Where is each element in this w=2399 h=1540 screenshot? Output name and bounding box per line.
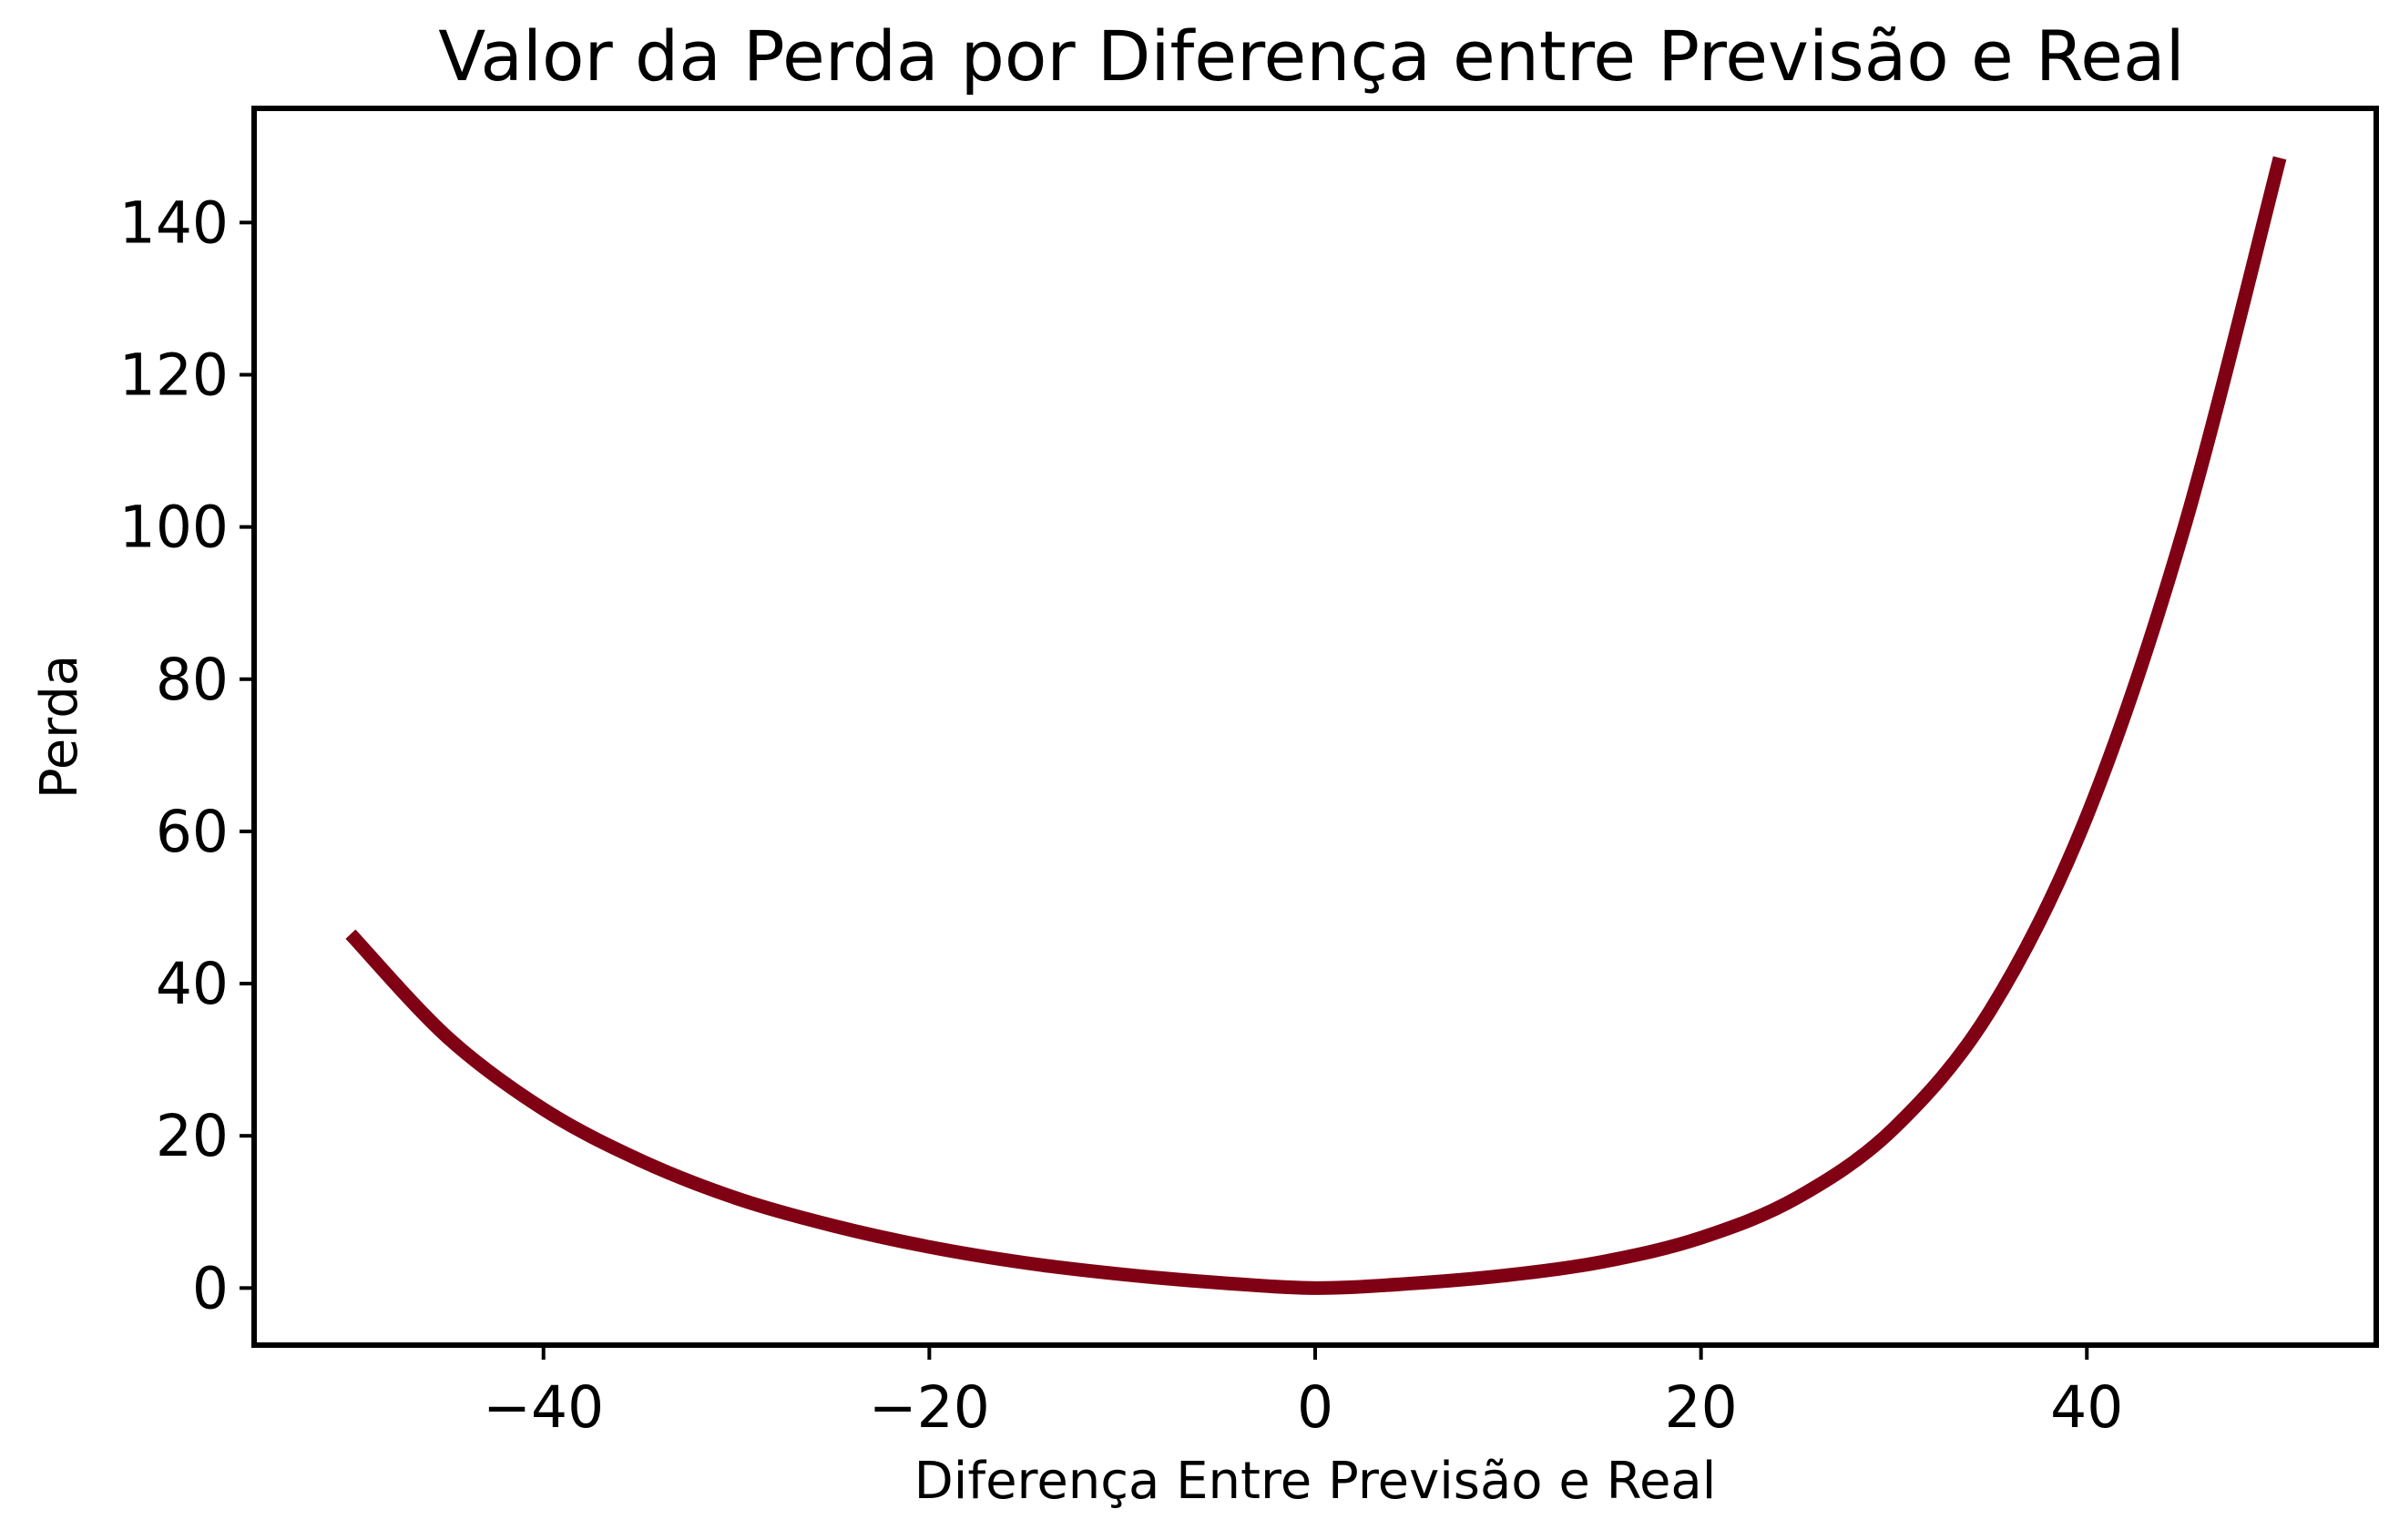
- y-tick-label: 60: [156, 799, 229, 865]
- x-tick-label: 40: [2050, 1374, 2123, 1441]
- y-tick-label: 40: [156, 951, 229, 1017]
- y-tick-label: 80: [156, 647, 229, 713]
- y-tick-label: 100: [119, 495, 229, 561]
- y-tick-label: 0: [192, 1255, 229, 1321]
- plot-area: [345, 156, 2287, 1295]
- y-tick-label: 140: [119, 189, 229, 256]
- x-tick-label: 0: [1297, 1374, 1333, 1441]
- y-axis-label: Perda: [30, 655, 89, 799]
- y-tick-label: 120: [119, 342, 229, 408]
- x-axis-ticks: −40 −20 0 20 40: [483, 1345, 2123, 1441]
- loss-curve-line: [345, 156, 2287, 1295]
- x-tick-label: 20: [1665, 1374, 1738, 1441]
- x-axis-label: Diferença Entre Previsão e Real: [914, 1452, 1717, 1511]
- chart-title: Valor da Perda por Diferença entre Previ…: [438, 15, 2184, 97]
- x-tick-label: −40: [483, 1374, 604, 1441]
- plot-frame: [251, 106, 2379, 1348]
- y-tick-label: 20: [156, 1103, 229, 1169]
- y-axis-ticks: 0 20 40 60 80 100 120 140: [119, 189, 254, 1321]
- x-tick-label: −20: [869, 1374, 990, 1441]
